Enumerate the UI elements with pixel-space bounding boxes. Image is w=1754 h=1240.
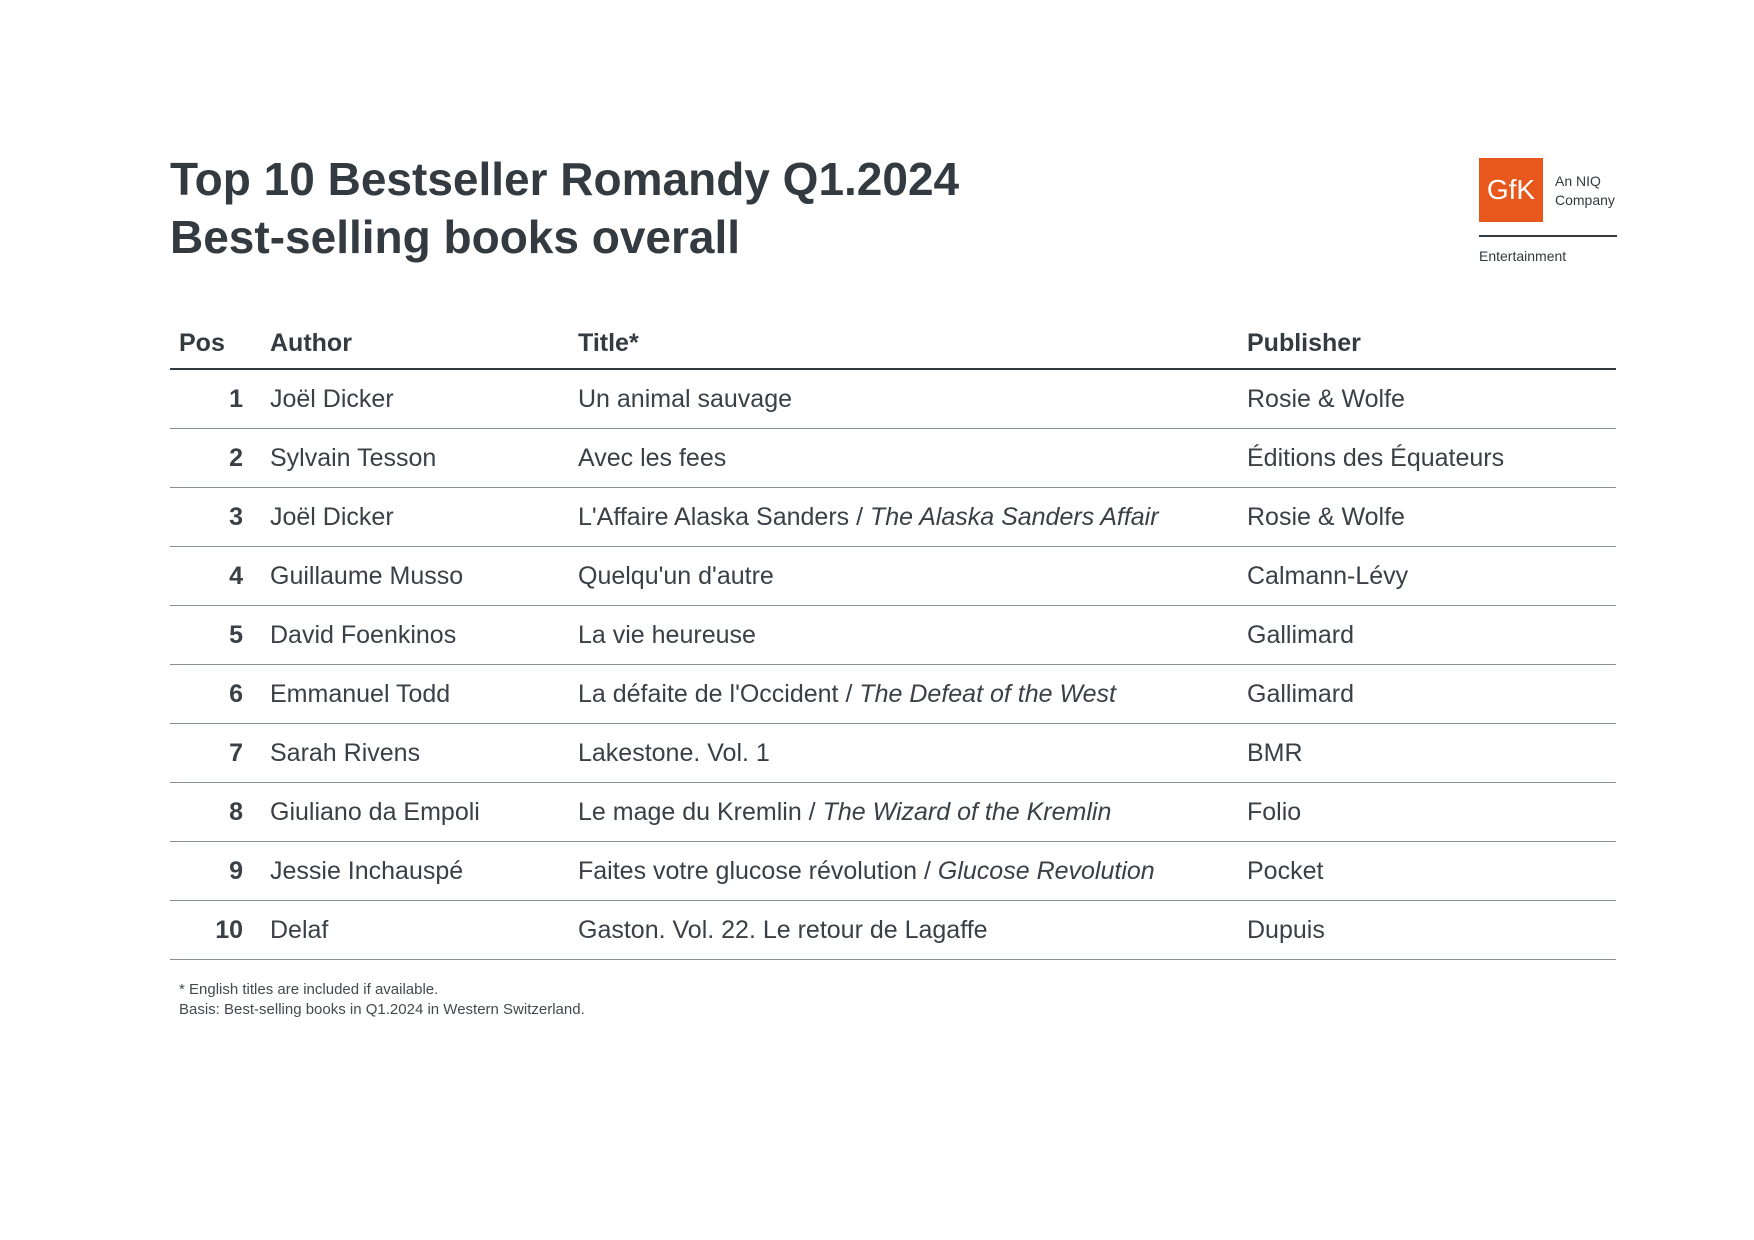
title-original: Lakestone. Vol. 1	[578, 738, 770, 767]
page-title: Top 10 Bestseller Romandy Q1.2024 Best-s…	[170, 150, 959, 266]
table-row: 3 Joël Dicker L'Affaire Alaska Sanders / T…	[170, 487, 1616, 547]
cell-pos: 9	[170, 841, 270, 901]
cell-pos: 5	[170, 605, 270, 665]
cell-author: Emmanuel Todd	[270, 664, 578, 724]
cell-title: Gaston. Vol. 22. Le retour de Lagaffe	[578, 900, 1247, 960]
column-header-title: Title*	[578, 318, 1247, 370]
logo-divider	[1479, 235, 1617, 237]
title-subtitle: Best-selling books overall	[170, 211, 741, 263]
title-english: The Wizard of the Kremlin	[822, 797, 1112, 826]
table-row: 4 Guillaume Musso Quelqu'un d'autre Calmann…	[170, 546, 1616, 606]
cell-publisher: Pocket	[1247, 841, 1616, 901]
cell-author: Joël Dicker	[270, 369, 578, 429]
cell-pos: 10	[170, 900, 270, 960]
cell-publisher: Rosie & Wolfe	[1247, 369, 1616, 429]
cell-author: Joël Dicker	[270, 487, 578, 547]
title-english: The Alaska Sanders Affair	[870, 502, 1159, 531]
title-separator: /	[849, 502, 870, 531]
cell-author: Giuliano da Empoli	[270, 782, 578, 842]
title-separator: /	[801, 797, 823, 826]
table-row: 2 Sylvain Tesson Avec les fees Éditions des…	[170, 428, 1616, 488]
logo-division: Entertainment	[1479, 248, 1567, 264]
cell-pos: 4	[170, 546, 270, 606]
cell-publisher: Dupuis	[1247, 900, 1616, 960]
cell-pos: 8	[170, 782, 270, 842]
table-row: 1 Joël Dicker Un animal sauvage Rosie & Wol…	[170, 369, 1616, 429]
cell-publisher: Gallimard	[1247, 605, 1616, 665]
cell-title: Un animal sauvage	[578, 369, 1247, 429]
cell-title: La vie heureuse	[578, 605, 1247, 665]
table-body: 1 Joël Dicker Un animal sauvage Rosie & Wol…	[170, 369, 1616, 960]
cell-pos: 1	[170, 369, 270, 429]
gfk-logo: GfK An NIQ Company Entertainment	[1479, 158, 1617, 268]
cell-title: L'Affaire Alaska Sanders / The Alaska Sa…	[578, 487, 1247, 547]
title-original: Le mage du Kremlin	[578, 797, 802, 826]
cell-title: Lakestone. Vol. 1	[578, 723, 1247, 783]
cell-publisher: Folio	[1247, 782, 1616, 842]
title-original: Faites votre glucose révolution	[578, 856, 918, 885]
table-row: 7 Sarah Rivens Lakestone. Vol. 1 BMR	[170, 723, 1616, 783]
cell-pos: 7	[170, 723, 270, 783]
column-header-pos: Pos	[170, 318, 270, 370]
cell-author: David Foenkinos	[270, 605, 578, 665]
table-row: 8 Giuliano da Empoli Le mage du Kremlin / …	[170, 782, 1616, 842]
cell-publisher: Calmann-Lévy	[1247, 546, 1616, 606]
bestseller-table: Pos Author Title* Publisher 1 Joël Dicker…	[170, 318, 1616, 960]
title-original: Gaston. Vol. 22. Le retour de Lagaffe	[578, 915, 988, 944]
footnote-english-titles: * English titles are included if availab…	[179, 981, 439, 998]
cell-publisher: Gallimard	[1247, 664, 1616, 724]
table-row: 9 Jessie Inchauspé Faites votre glucose ré…	[170, 841, 1616, 901]
column-header-author: Author	[270, 318, 578, 370]
logo-tagline-line1: An NIQ	[1555, 173, 1601, 189]
table-row: 5 David Foenkinos La vie heureuse Gallimard	[170, 605, 1616, 665]
title-original: Un animal sauvage	[578, 384, 793, 413]
table-row: 6 Emmanuel Todd La défaite de l'Occident /…	[170, 664, 1616, 724]
cell-publisher: Rosie & Wolfe	[1247, 487, 1616, 547]
title-original: La défaite de l'Occident	[578, 679, 839, 708]
cell-title: Faites votre glucose révolution / Glucos…	[578, 841, 1247, 901]
logo-tagline-line2: Company	[1555, 192, 1615, 208]
title-separator: /	[917, 856, 938, 885]
gfk-logo-mark: GfK	[1479, 158, 1543, 222]
title-original: Quelqu'un d'autre	[578, 561, 774, 590]
footnote-basis: Basis: Best-selling books in Q1.2024 in …	[179, 1001, 585, 1018]
title-english: Glucose Revolution	[937, 856, 1155, 885]
cell-author: Sylvain Tesson	[270, 428, 578, 488]
cell-title: Le mage du Kremlin / The Wizard of the K…	[578, 782, 1247, 842]
cell-publisher: BMR	[1247, 723, 1616, 783]
column-header-publisher: Publisher	[1247, 318, 1616, 370]
cell-author: Guillaume Musso	[270, 546, 578, 606]
cell-pos: 2	[170, 428, 270, 488]
cell-author: Jessie Inchauspé	[270, 841, 578, 901]
title-english: The Defeat of the West	[859, 679, 1116, 708]
cell-pos: 3	[170, 487, 270, 547]
cell-title: Quelqu'un d'autre	[578, 546, 1247, 606]
title-main: Top 10 Bestseller Romandy Q1.2024	[170, 153, 960, 205]
logo-tagline: An NIQ Company	[1555, 172, 1625, 210]
footnotes: * English titles are included if availab…	[179, 980, 585, 1020]
table-header-row: Pos Author Title* Publisher	[170, 318, 1616, 370]
cell-author: Delaf	[270, 900, 578, 960]
cell-title: Avec les fees	[578, 428, 1247, 488]
cell-pos: 6	[170, 664, 270, 724]
title-original: Avec les fees	[578, 443, 727, 472]
title-original: La vie heureuse	[578, 620, 756, 649]
title-separator: /	[838, 679, 860, 708]
cell-title: La défaite de l'Occident / The Defeat of…	[578, 664, 1247, 724]
table-row: 10 Delaf Gaston. Vol. 22. Le retour de Lag…	[170, 900, 1616, 960]
cell-author: Sarah Rivens	[270, 723, 578, 783]
title-original: L'Affaire Alaska Sanders	[578, 502, 850, 531]
cell-publisher: Éditions des Équateurs	[1247, 428, 1616, 488]
